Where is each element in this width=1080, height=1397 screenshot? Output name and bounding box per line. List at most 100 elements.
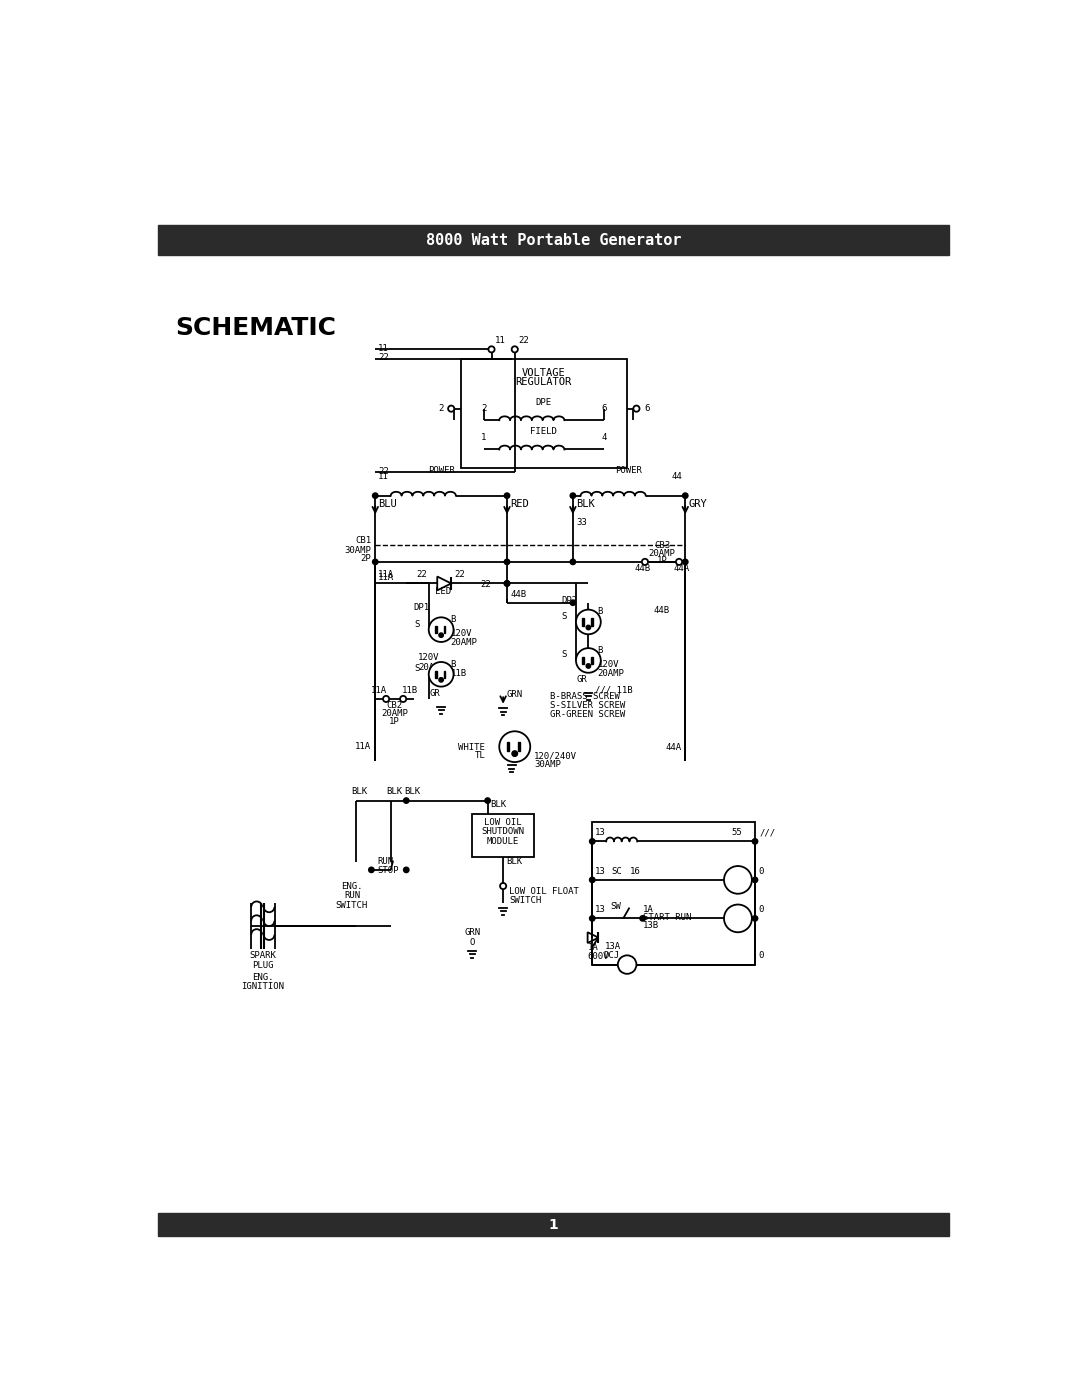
Bar: [517, 742, 521, 752]
Text: 44A: 44A: [665, 743, 681, 752]
Circle shape: [400, 696, 406, 703]
Text: 44A: 44A: [673, 564, 689, 573]
Text: BLK: BLK: [351, 788, 367, 796]
Text: 20AMP: 20AMP: [381, 708, 408, 718]
Text: 22: 22: [417, 570, 427, 580]
Text: DPE: DPE: [536, 398, 552, 407]
Text: CB2: CB2: [387, 701, 403, 710]
Text: 11: 11: [378, 472, 389, 481]
Circle shape: [590, 915, 595, 921]
Circle shape: [512, 346, 517, 352]
Bar: [159, 225, 948, 254]
Text: MODULE: MODULE: [487, 837, 519, 845]
Text: SWITCH: SWITCH: [510, 895, 541, 905]
Bar: [472, 814, 535, 856]
Text: 11A: 11A: [378, 573, 394, 581]
Text: 20AMP: 20AMP: [597, 669, 624, 678]
Circle shape: [753, 915, 758, 921]
Text: 1: 1: [549, 1218, 558, 1232]
Circle shape: [570, 493, 576, 499]
Text: BLK: BLK: [576, 499, 595, 510]
Text: RED: RED: [510, 499, 529, 510]
Text: 1A: 1A: [588, 943, 598, 951]
Text: 11B: 11B: [450, 669, 467, 678]
Text: 13: 13: [595, 905, 606, 914]
Text: 13: 13: [595, 866, 606, 876]
Text: GR: GR: [430, 689, 441, 698]
Bar: [591, 657, 593, 664]
Text: STOP: STOP: [378, 866, 400, 875]
Text: DCJ: DCJ: [604, 951, 620, 960]
Text: RUN: RUN: [378, 856, 394, 866]
Bar: [582, 657, 584, 664]
Text: LOW OIL: LOW OIL: [484, 819, 522, 827]
Text: POWER: POWER: [428, 465, 455, 475]
Circle shape: [512, 750, 517, 756]
Circle shape: [618, 956, 636, 974]
Text: 44B: 44B: [510, 590, 526, 598]
Circle shape: [438, 633, 444, 637]
Text: 1P: 1P: [389, 717, 400, 725]
Text: BLK: BLK: [507, 858, 523, 866]
Text: 11: 11: [378, 344, 389, 353]
Circle shape: [368, 868, 374, 873]
Text: 30AMP: 30AMP: [535, 760, 561, 770]
Text: 55: 55: [732, 828, 743, 837]
Text: 22: 22: [517, 337, 528, 345]
Text: BLK: BLK: [490, 799, 507, 809]
Text: 0: 0: [758, 905, 764, 914]
Text: 44: 44: [672, 472, 683, 481]
Text: VOLTAGE: VOLTAGE: [522, 367, 566, 377]
Text: BLU: BLU: [378, 499, 397, 510]
Circle shape: [404, 798, 409, 803]
Text: B: B: [597, 608, 603, 616]
Text: 2P: 2P: [361, 555, 372, 563]
Text: 13A: 13A: [605, 942, 621, 951]
Bar: [591, 619, 593, 626]
Circle shape: [373, 493, 378, 499]
Circle shape: [373, 559, 378, 564]
Circle shape: [753, 838, 758, 844]
Text: GRN: GRN: [464, 929, 481, 937]
Text: 20AMP: 20AMP: [418, 662, 445, 672]
Text: PLUG: PLUG: [252, 961, 273, 970]
Circle shape: [633, 405, 639, 412]
Circle shape: [448, 405, 455, 412]
Text: GR: GR: [577, 675, 588, 685]
Text: CB3: CB3: [653, 541, 670, 550]
Text: TL: TL: [474, 752, 485, 760]
Text: 0: 0: [758, 866, 764, 876]
Text: 0: 0: [758, 951, 764, 960]
Bar: [444, 626, 445, 633]
Text: GR-GREEN SCREW: GR-GREEN SCREW: [550, 711, 625, 719]
Text: 11B: 11B: [402, 686, 418, 694]
Text: SCHEMATIC: SCHEMATIC: [175, 316, 336, 341]
Text: 6: 6: [644, 404, 649, 414]
Text: 11A: 11A: [378, 570, 394, 580]
Text: 16: 16: [630, 866, 640, 876]
Text: REGULATOR: REGULATOR: [515, 377, 572, 387]
Text: 13B: 13B: [643, 921, 659, 929]
Text: ENG.: ENG.: [341, 882, 363, 891]
Text: SC: SC: [611, 866, 622, 876]
Circle shape: [586, 664, 591, 668]
Text: FIELD: FIELD: [530, 427, 557, 436]
Bar: [582, 619, 584, 626]
Text: POWER: POWER: [616, 465, 643, 475]
Circle shape: [590, 838, 595, 844]
Circle shape: [642, 559, 648, 564]
Circle shape: [429, 662, 454, 686]
Bar: [444, 671, 445, 678]
Text: 120/240V: 120/240V: [535, 752, 577, 760]
Text: DP1: DP1: [414, 604, 430, 612]
Text: 22: 22: [455, 570, 465, 580]
Text: SW: SW: [610, 902, 621, 911]
Text: 600V: 600V: [588, 953, 609, 961]
Text: IGNITION: IGNITION: [241, 982, 284, 992]
Text: X: X: [501, 736, 507, 746]
Text: SHUTDOWN: SHUTDOWN: [482, 827, 525, 837]
Circle shape: [683, 559, 688, 564]
Text: 13: 13: [595, 828, 606, 837]
Text: G: G: [509, 750, 514, 760]
Circle shape: [724, 904, 752, 932]
